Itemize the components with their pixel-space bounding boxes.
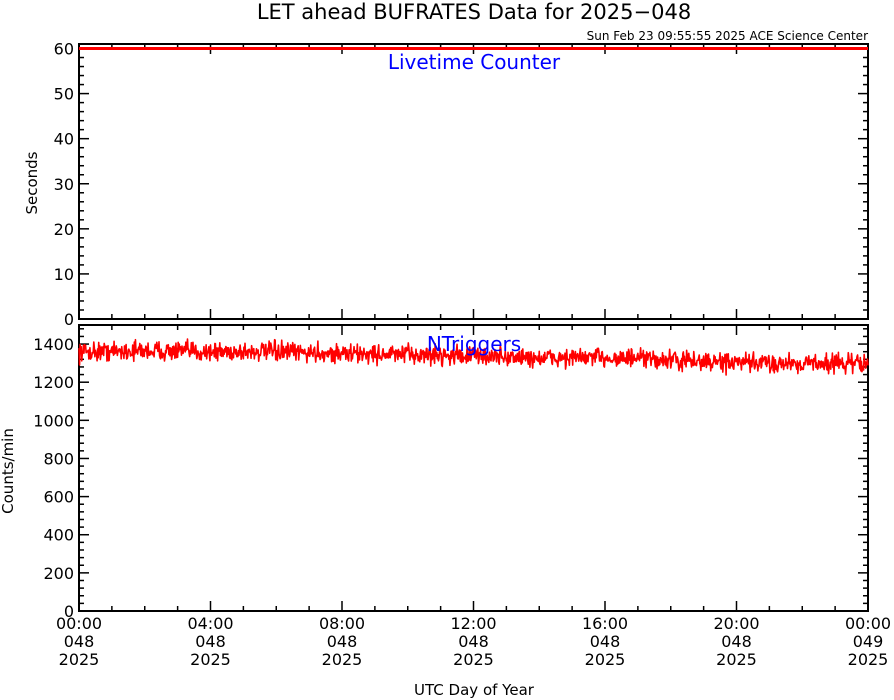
x-tick-doy-label: 048	[590, 632, 621, 651]
livetime-y-tick-label: 40	[54, 130, 74, 149]
livetime-y-tick-label: 10	[54, 265, 74, 284]
ntriggers-y-tick-label: 600	[43, 488, 74, 507]
ntriggers-y-tick-label: 1200	[33, 373, 74, 392]
livetime-y-label: Seconds	[23, 151, 41, 214]
x-tick-year-label: 2025	[453, 650, 494, 669]
livetime-y-tick-label: 50	[54, 85, 74, 104]
generation-timestamp: Sun Feb 23 09:55:55 2025 ACE Science Cen…	[587, 29, 868, 43]
ntriggers-y-tick-label: 400	[43, 526, 74, 545]
ntriggers-y-tick-label: 1400	[33, 335, 74, 354]
x-tick-doy-label: 048	[64, 632, 95, 651]
x-tick-time-label: 08:00	[319, 614, 365, 633]
livetime-y-tick-label: 0	[64, 310, 74, 329]
x-tick-time-label: 04:00	[187, 614, 233, 633]
x-tick-year-label: 2025	[848, 650, 889, 669]
x-tick-doy-label: 048	[721, 632, 752, 651]
x-tick-time-label: 12:00	[450, 614, 496, 633]
x-tick-year-label: 2025	[322, 650, 363, 669]
x-tick-year-label: 2025	[59, 650, 100, 669]
x-tick-doy-label: 049	[853, 632, 884, 651]
x-tick-year-label: 2025	[585, 650, 626, 669]
livetime-y-tick-label: 60	[54, 40, 74, 59]
livetime-plot-area	[78, 43, 869, 320]
x-tick-time-label: 00:00	[56, 614, 102, 633]
ntriggers-y-tick-label: 0	[64, 602, 74, 621]
ntriggers-y-label: Counts/min	[0, 428, 17, 514]
ntriggers-plot-area	[78, 324, 869, 612]
livetime-panel: 0 10 20 30 40 50 60 Livetime Counter Seconds	[23, 40, 869, 329]
ntriggers-panel: 0 200 400 600 800 1000 1200 1400 NTriggers Coun…	[0, 324, 869, 621]
x-tick-doy-label: 048	[458, 632, 489, 651]
x-axis-tick-labels: 00:00048202504:00048202508:00048202512:0…	[56, 614, 891, 669]
ntriggers-series-line	[78, 338, 869, 376]
ntriggers-annotation: NTriggers	[427, 332, 521, 356]
chart-title: LET ahead BUFRATES Data for 2025−048	[257, 0, 691, 24]
x-tick-time-label: 00:00	[845, 614, 891, 633]
ntriggers-y-tick-label: 1000	[33, 411, 74, 430]
livetime-y-axis: 0 10 20 30 40 50 60	[54, 40, 74, 329]
x-tick-doy-label: 048	[327, 632, 358, 651]
ntriggers-y-axis: 0 200 400 600 800 1000 1200 1400	[33, 335, 74, 621]
x-tick-doy-label: 048	[195, 632, 226, 651]
livetime-y-tick-label: 30	[54, 175, 74, 194]
x-tick-time-label: 20:00	[713, 614, 759, 633]
x-tick-time-label: 16:00	[582, 614, 628, 633]
ntriggers-y-tick-label: 800	[43, 449, 74, 468]
x-axis-label: UTC Day of Year	[414, 681, 535, 699]
x-tick-year-label: 2025	[716, 650, 757, 669]
ntriggers-y-tick-label: 200	[43, 564, 74, 583]
x-tick-year-label: 2025	[190, 650, 231, 669]
livetime-y-tick-label: 20	[54, 220, 74, 239]
livetime-annotation: Livetime Counter	[388, 50, 561, 74]
